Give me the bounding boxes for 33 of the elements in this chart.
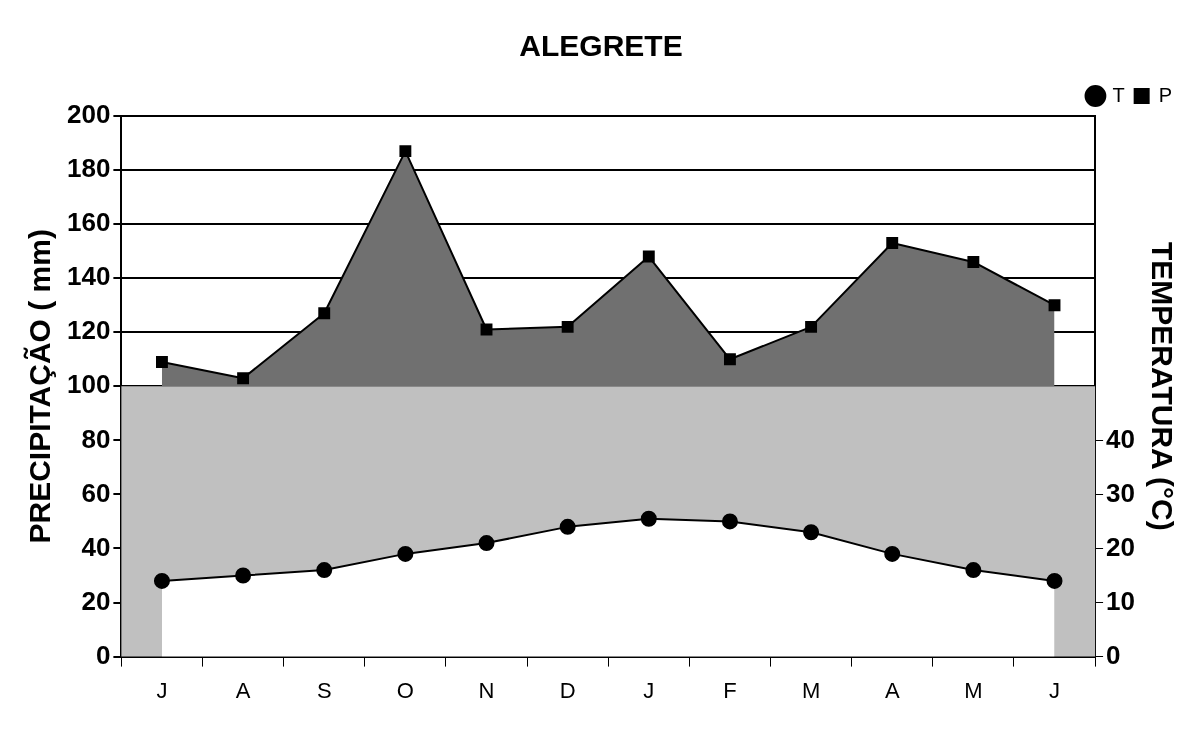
y-tick-label: 20 — [81, 585, 111, 616]
y-tick-label: 60 — [81, 477, 111, 508]
y2-tick-label: 0 — [1106, 639, 1121, 670]
y-tick-label: 40 — [81, 531, 111, 562]
y-tick-label: 120 — [66, 315, 111, 346]
x-tick-label: J — [643, 677, 655, 703]
legend-label: P — [1158, 83, 1172, 106]
x-tick-label: A — [235, 677, 251, 703]
legend-label: T — [1112, 83, 1125, 106]
y-tick-label: 200 — [66, 99, 111, 130]
y-tick-label: 100 — [66, 369, 111, 400]
y2-tick-label: 10 — [1106, 585, 1135, 616]
x-tick-label: M — [964, 677, 983, 703]
x-tick-label: M — [801, 677, 821, 703]
y-tick-label: 160 — [66, 207, 111, 238]
y-tick-label: 180 — [66, 153, 111, 184]
x-tick-label: N — [478, 677, 495, 703]
x-tick-label: A — [884, 677, 900, 703]
x-tick-label: D — [559, 677, 576, 703]
x-tick-label: O — [396, 677, 414, 703]
y-tick-label: 0 — [95, 639, 111, 670]
x-tick-label: F — [723, 677, 737, 703]
y2-tick-label: 20 — [1106, 531, 1135, 562]
y2-tick-label: 40 — [1106, 423, 1135, 454]
y-axis-title: PRECIPITAÇÃO ( mm) — [23, 229, 57, 544]
x-tick-label: J — [1049, 677, 1061, 703]
chart-title: ALEGRETE — [519, 29, 683, 63]
y-tick-label: 140 — [66, 261, 111, 292]
y2-axis-title: TEMPERATURA (°C) — [1145, 241, 1179, 531]
y-tick-label: 80 — [81, 423, 111, 454]
x-tick-label: S — [316, 677, 332, 703]
y2-tick-label: 30 — [1106, 477, 1135, 508]
x-tick-label: J — [156, 677, 168, 703]
